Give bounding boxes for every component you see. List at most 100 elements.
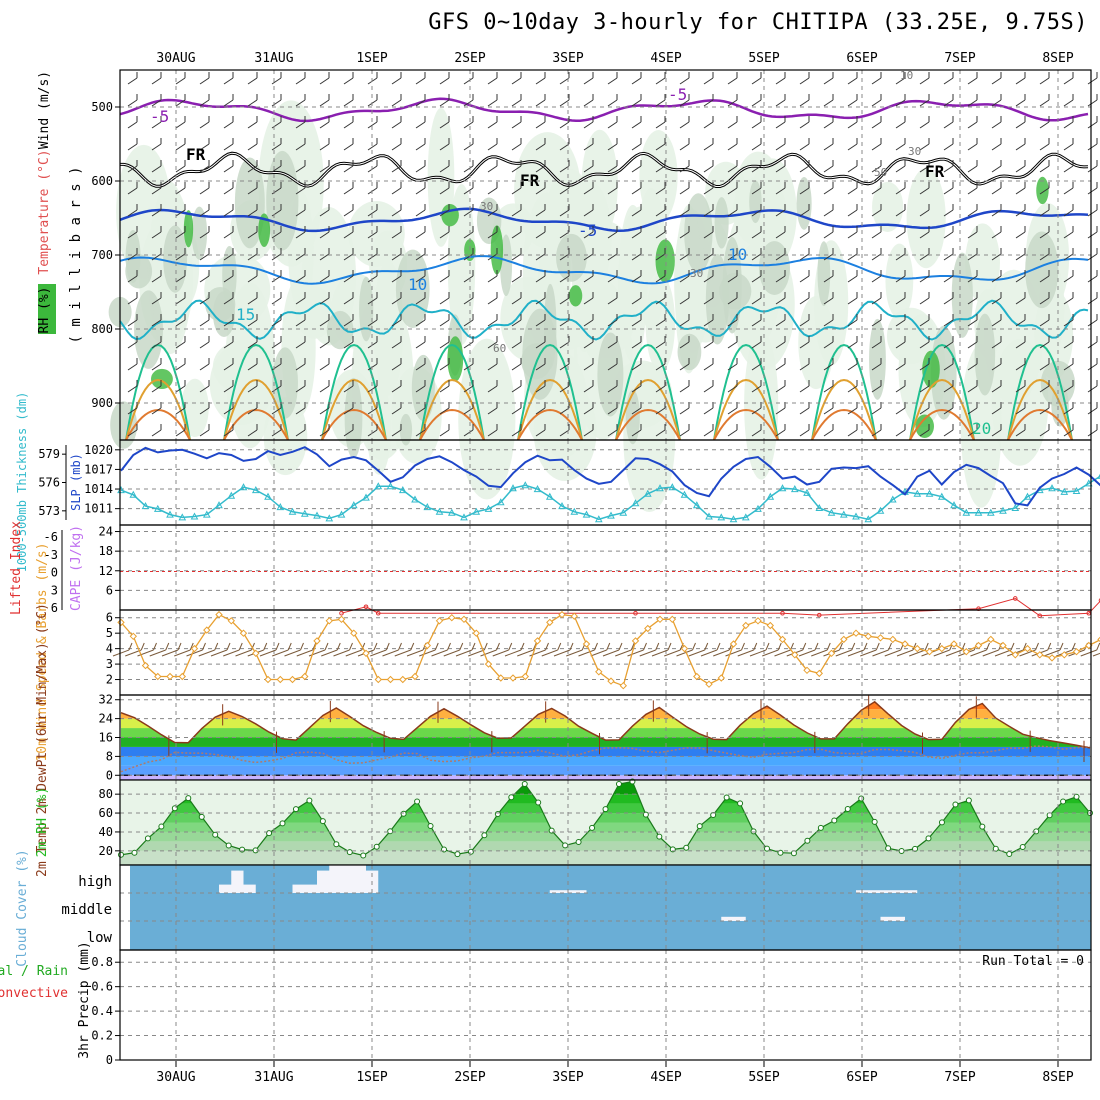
wind-speed-point bbox=[264, 675, 272, 684]
wind-barb bbox=[775, 275, 786, 283]
wind-speed-point bbox=[178, 672, 187, 681]
wind-barb bbox=[655, 231, 666, 239]
temp-contour-30-arch bbox=[811, 408, 877, 441]
wind-barb bbox=[727, 385, 738, 393]
rh-shade-mid bbox=[326, 310, 354, 350]
surface-wind-barb-flag bbox=[986, 642, 990, 651]
surface-wind-barb bbox=[504, 649, 522, 657]
wind-barb bbox=[583, 121, 594, 129]
wind-barb bbox=[439, 297, 450, 305]
wind-barb bbox=[631, 165, 642, 173]
wind-barb bbox=[799, 429, 810, 437]
wind-barb bbox=[967, 407, 978, 415]
wind-barb bbox=[247, 231, 258, 239]
wind-barb bbox=[871, 341, 882, 349]
wind-barb bbox=[943, 121, 954, 129]
thickness-point bbox=[227, 491, 236, 499]
date-label-top: 4SEP bbox=[650, 51, 681, 66]
wind-barb bbox=[727, 319, 738, 327]
wind-barb bbox=[247, 319, 258, 327]
rh-shade-mid bbox=[399, 413, 413, 446]
wind-barb bbox=[343, 429, 354, 437]
wind-barb bbox=[799, 209, 810, 217]
temp-contour-minus5 bbox=[119, 207, 1089, 233]
wind-barb bbox=[823, 77, 834, 85]
wind-barb bbox=[847, 253, 858, 261]
surface-wind-barb-flag bbox=[1096, 642, 1100, 651]
temp-contour-30-arch bbox=[321, 408, 387, 441]
wind-speed-point bbox=[778, 635, 787, 644]
wind-speed-point bbox=[938, 644, 946, 653]
wind-barb bbox=[847, 341, 858, 349]
surface-wind-barb-flag bbox=[667, 642, 672, 651]
wind-barb bbox=[751, 143, 762, 151]
wind-barb bbox=[415, 143, 426, 151]
wind-barb bbox=[871, 121, 882, 129]
wind-barb bbox=[991, 165, 1002, 173]
tick-label: 20 bbox=[99, 844, 113, 858]
surface-wind-barb-flag bbox=[226, 642, 231, 651]
rh-legend-swatch bbox=[38, 284, 56, 334]
wind-barb bbox=[1039, 187, 1050, 195]
tick-label: 900 bbox=[91, 396, 113, 410]
surface-wind-barb bbox=[284, 649, 301, 657]
wind-barb bbox=[895, 121, 906, 129]
wind-speed-point bbox=[203, 626, 211, 634]
surface-wind-barb bbox=[161, 649, 179, 657]
wind-barb bbox=[439, 319, 450, 327]
wind-barb bbox=[511, 275, 522, 283]
surface-wind-barb-flag bbox=[606, 642, 611, 651]
wind-barb bbox=[319, 407, 330, 415]
wind-barb bbox=[487, 275, 498, 283]
wind-barb bbox=[1063, 121, 1074, 129]
wind-barb bbox=[391, 143, 402, 151]
wind-barb bbox=[535, 165, 546, 173]
surface-wind-barb bbox=[909, 649, 926, 657]
wind-barb bbox=[919, 165, 930, 173]
wind-barb bbox=[1015, 165, 1026, 173]
wind-barb bbox=[871, 209, 882, 217]
wind-barb bbox=[991, 341, 1002, 349]
temp-contour-30-arch bbox=[615, 408, 681, 441]
wind-speed-point bbox=[1072, 647, 1081, 656]
wind-barb bbox=[511, 165, 522, 173]
temp-contour-20-arch bbox=[517, 343, 583, 441]
thickness-point bbox=[888, 495, 897, 503]
wind-barb bbox=[607, 275, 618, 283]
wind-speed-point bbox=[472, 629, 481, 637]
wind-barb bbox=[295, 99, 306, 107]
thickness-point bbox=[729, 515, 738, 523]
wind-speed-point bbox=[497, 674, 505, 682]
wind-barb bbox=[679, 143, 690, 151]
temp-contour-20-arch bbox=[909, 343, 975, 441]
surface-wind-barb bbox=[186, 649, 203, 657]
rh-shade-green bbox=[922, 350, 940, 389]
wind-barb bbox=[631, 341, 642, 349]
wind-barb bbox=[871, 143, 882, 151]
wind-barb bbox=[1087, 209, 1098, 217]
wind-barb bbox=[943, 253, 954, 261]
wind-barb bbox=[703, 385, 714, 393]
wind-barb bbox=[823, 385, 834, 393]
wind-barb bbox=[247, 407, 258, 415]
contour-label: 30 bbox=[480, 200, 493, 213]
thickness-point bbox=[202, 510, 211, 518]
wind-barb bbox=[295, 429, 306, 437]
wind-barb bbox=[415, 231, 426, 239]
rh-point bbox=[804, 837, 811, 844]
thickness-point bbox=[558, 502, 566, 510]
wind-barb bbox=[175, 341, 186, 349]
contour-label: -5 bbox=[578, 221, 597, 240]
wind-barb bbox=[343, 77, 354, 85]
wind-barb bbox=[487, 165, 498, 173]
ylabel-lifted: Lifted Index bbox=[9, 521, 24, 615]
wind-barb bbox=[727, 121, 738, 129]
surface-wind-barb bbox=[590, 649, 607, 657]
rh-point bbox=[131, 849, 138, 856]
wind-barb bbox=[247, 363, 258, 371]
rh-shade-mid bbox=[974, 313, 996, 396]
wind-barb bbox=[679, 77, 690, 85]
wind-barb bbox=[967, 209, 978, 217]
rh-shade-mid bbox=[544, 283, 557, 369]
temp-contour-30-arch bbox=[419, 408, 485, 441]
